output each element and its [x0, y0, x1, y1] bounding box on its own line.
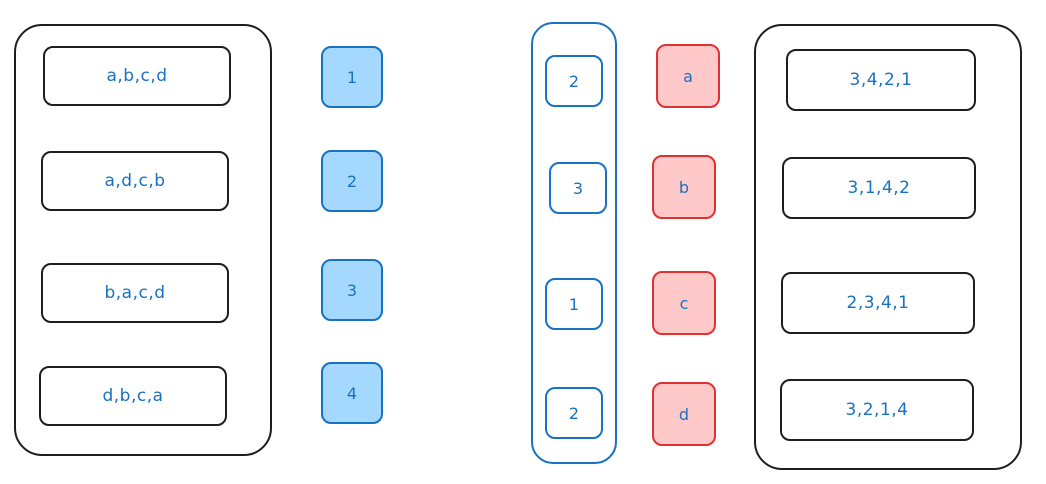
- left-orders-container: [14, 24, 272, 456]
- left-number-box-4: 4: [321, 362, 383, 424]
- right-column-container: [531, 22, 617, 464]
- right-orders-container: [754, 24, 1022, 470]
- right-order-pill-1: 3,4,2,1: [786, 49, 976, 111]
- left-order-pill-4: d,b,c,a: [39, 366, 227, 426]
- right-letter-box-c: c: [652, 271, 716, 335]
- right-column-box-3: 1: [545, 278, 603, 330]
- right-letter-box-a: a: [656, 44, 720, 108]
- right-column-box-1: 2: [545, 55, 603, 107]
- right-order-pill-3: 2,3,4,1: [781, 272, 975, 334]
- left-number-box-3: 3: [321, 259, 383, 321]
- left-order-pill-3: b,a,c,d: [41, 263, 229, 323]
- left-order-pill-1: a,b,c,d: [43, 46, 231, 106]
- left-number-box-2: 2: [321, 150, 383, 212]
- right-letter-box-d: d: [652, 382, 716, 446]
- left-number-box-1: 1: [321, 46, 383, 108]
- right-column-box-2: 3: [549, 162, 607, 214]
- right-order-pill-4: 3,2,1,4: [780, 379, 974, 441]
- right-order-pill-2: 3,1,4,2: [782, 157, 976, 219]
- right-letter-box-b: b: [652, 155, 716, 219]
- right-column-box-4: 2: [545, 387, 603, 439]
- left-order-pill-2: a,d,c,b: [41, 151, 229, 211]
